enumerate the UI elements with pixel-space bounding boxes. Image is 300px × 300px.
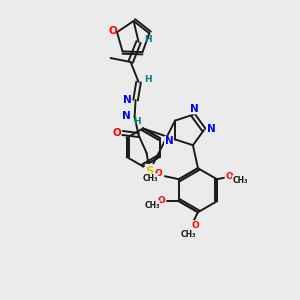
Text: O: O — [191, 221, 199, 230]
Text: N: N — [207, 124, 215, 134]
Text: CH₃: CH₃ — [180, 230, 196, 239]
Text: O: O — [112, 128, 121, 138]
Text: O: O — [154, 169, 162, 178]
Text: CH₃: CH₃ — [232, 176, 248, 185]
Text: N: N — [122, 111, 131, 121]
Text: O: O — [109, 26, 117, 36]
Text: N: N — [123, 95, 132, 105]
Text: CH₃: CH₃ — [142, 174, 158, 183]
Text: N: N — [165, 136, 173, 146]
Text: N: N — [190, 104, 198, 114]
Text: O: O — [157, 196, 165, 205]
Text: H: H — [144, 74, 152, 83]
Text: H: H — [133, 116, 140, 125]
Text: O: O — [225, 172, 233, 181]
Text: S: S — [145, 164, 154, 178]
Text: CH₃: CH₃ — [144, 201, 160, 210]
Text: H: H — [144, 34, 152, 43]
